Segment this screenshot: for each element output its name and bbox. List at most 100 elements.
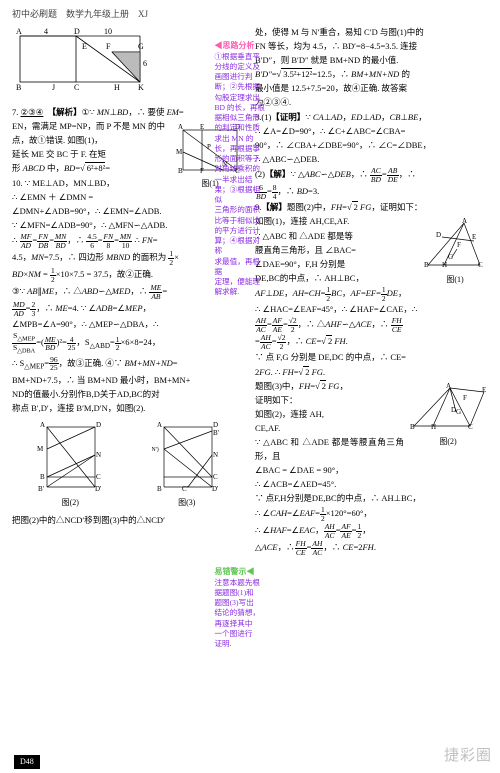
r-p9: 90°，∴ ∠CBA+∠DBE=90°，∴ ∠C=∠DBE， [255,139,488,152]
warn-body: 注意本题先根据题图(1)和题图(3)写出结论的猜想，再逐择其中一个图进行证明. [214,578,266,650]
svg-text:B: B [410,423,415,431]
fig-r1-diagram: ABHC EFGD [422,217,488,269]
r-p1: 处，使得 M 与 N′重合，易知 C′D 与图(1)中的 [255,26,488,39]
l-p8: MDAD=23，∴ ME=4. ∵ ∠ADB=∠MEP， [12,301,245,317]
svg-text:N: N [96,451,101,459]
r-p3: B′D″，则 B′D″ 就是 BM+ND 的最小值. [255,54,488,67]
left-column: AD EFG BJC HK 4106 7. ②③④ 【解析】7. ②③④ 【解析… [12,26,245,766]
r-p23: ∵ 点 F,G 分别是 DE,DC 的中点，∴ CE= [255,351,488,364]
svg-text:A: A [40,421,45,429]
l-p10: S△MEPS△DBA=(MEBD)²=425，S△ABD=12×6×8=24， [12,332,245,355]
q7-ans: ②③④ [21,107,44,117]
svg-text:E: E [200,123,204,131]
svg-text:D': D' [95,485,101,493]
r-p33: ∴ ∠CAH=∠EAF=12×120°=60°， [255,506,488,522]
fig3-caption: 图(3) [152,497,222,509]
svg-text:F: F [463,394,467,402]
right-column: 处，使得 M 与 N′重合，易知 C′D 与图(1)中的 FN 等长，均为 4.… [255,26,488,766]
svg-text:D: D [451,406,456,414]
r-p35: △ACE，∴FHCE=AHAC，∴ CE=2FH. [255,540,488,556]
svg-text:H: H [442,261,447,269]
page-number: D48 [14,755,40,769]
svg-text:D: D [436,231,441,239]
r-p4: B′D″=3.5²+12²=12.5，∴ BM+MN+ND 的 [255,68,488,81]
l-p12: BM+ND+7.5，∴ 当 BM+ND 最小时，BM+MN+ [12,374,245,387]
r-p31: ∴ ∠ACB=∠AED=45°. [255,478,488,491]
r-p6: 为②③④. [255,96,488,109]
svg-text:F: F [457,241,461,249]
page-header: 初中必刷题 数学九年级上册 XJ [12,8,488,26]
svg-text:10: 10 [104,27,112,36]
r-p34: ∴ ∠HAF=∠EAC，AHAC=AFAE=12， [255,523,488,539]
svg-text:M: M [176,148,183,156]
r-p8: ∴ ∠A=∠D=90°，∴ ∠C+∠ABC=∠CBA= [255,125,488,138]
l-p9: ∠MPB=∠A=90°，∴ △MEP∽△DBA，∴ [12,318,245,331]
r-p24: 2FG. ∴ FH=2 FG. [255,366,488,379]
svg-text:4: 4 [44,27,48,36]
svg-text:G: G [138,42,144,51]
svg-text:D: D [74,27,80,36]
annot-body: ①根据垂直平分线的定义及画图进行判断；②先根据勾股定理求出BD 的长，再根据相似… [214,52,266,298]
svg-text:B: B [157,485,162,493]
fig2-caption: 图(2) [35,497,105,509]
mid-annotation-block: ◀思路分析 ①根据垂直平分线的定义及画图进行判断；②先根据勾股定理求出BD 的长… [214,40,266,298]
top-diagram: AD EFG BJC HK 4106 [12,26,172,98]
svg-text:A: A [446,382,451,390]
watermark: 捷彩圈 [444,745,492,768]
r-p20: ∴ ∠HAC=∠EAF=45°，∴ ∠HAF=∠CAE，∴ [255,303,488,316]
r-p12: 6BD=84，∴ BD=3. [255,184,488,200]
l-p14: 称点 B′,D′，连接 B′M,D′N，如图(2). [12,402,245,415]
svg-text:A: A [16,27,22,36]
r-p32: ∵ 点F,H分别是DE,BC的中点，∴ AH⊥BC， [255,492,488,505]
svg-text:G: G [456,408,461,416]
svg-text:6: 6 [143,59,147,68]
svg-text:A: A [178,123,183,131]
svg-text:E: E [472,233,476,241]
r-p21: AHAC=AFAE=√22，∴ △AHF∽△ACE，∴ FHCE [255,317,488,333]
r-p30: ∠BAC = ∠DAE = 90°， [255,464,488,477]
svg-text:B': B' [213,429,219,437]
svg-text:C': C' [182,485,188,493]
r-p22: =AHAC=√22，∴ CE=2 FH. [255,334,488,350]
svg-text:D': D' [212,485,218,493]
l-p15: 把图(2)中的△NCD′移到图(3)中的△NCD′ [12,514,245,527]
l-p6: BD×NM = 12×10×7.5 = 37.5，故②正确. [12,267,245,283]
svg-text:E: E [82,42,87,51]
r-p11: (2)【解】∵ △ABC∽△DEB，∴ ACBD=ABDE，∴ [255,167,488,183]
l-p5: 4.5，MN=7.5，∴ 四边形 MBND 的面积为 12× [12,250,245,266]
fig-r2-cap: 图(2) [408,436,488,448]
l-p2: ∠DMN+∠ADB=90°，∴ ∠EMN=∠ADB. [12,205,245,218]
svg-text:P: P [207,143,211,151]
fig2-diagram: AMBB' DNCD' [35,419,105,493]
svg-text:G: G [448,253,453,261]
annot-title: ◀思路分析 [214,40,266,52]
r-p2: FN 等长，均为 4.5，∴ BD′=8−4.5=3.5. 连接 [255,40,488,53]
l-p1g: ∴ ∠EMN ＋ ∠DMN = [12,191,245,204]
l-p7: ③∵ AB∥ME，∴ △ABD∽△MED，∴ MEAB= [12,284,245,300]
warn-title: 易错警示◀ [214,566,266,578]
svg-text:C: C [213,473,218,481]
svg-text:B: B [16,83,21,92]
svg-text:C: C [478,261,483,269]
svg-text:H: H [431,423,436,431]
main-content: AD EFG BJC HK 4106 7. ②③④ 【解析】7. ②③④ 【解析… [12,26,488,766]
l-p13: ND的值最小.分别作B,D关于AD,BC的对 [12,388,245,401]
svg-text:K: K [138,83,144,92]
fig3-diagram: AM(N')B DB'NCD' C' [152,419,222,493]
fig-r1-cap: 图(1) [422,274,488,286]
svg-text:J: J [52,83,55,92]
svg-text:F: F [200,167,204,174]
svg-text:D: D [96,421,101,429]
svg-text:C: C [74,83,79,92]
svg-text:F: F [106,42,111,51]
svg-text:N: N [213,451,218,459]
l-p3: ∵ ∠MFN=∠ADB=90°，∴ △MFN∽△ADB. [12,219,245,232]
fig-r2-diagram: BHC AEF GD [408,382,488,432]
svg-text:B': B' [38,485,44,493]
svg-text:C: C [468,423,473,431]
svg-text:M(N'): M(N') [152,446,159,453]
svg-text:M: M [37,445,44,453]
q7-number: 7. [12,107,21,117]
r-p5: 最小值是 12.5+7.5=20，故④正确. 故答案 [255,82,488,95]
svg-text:D: D [213,421,218,429]
